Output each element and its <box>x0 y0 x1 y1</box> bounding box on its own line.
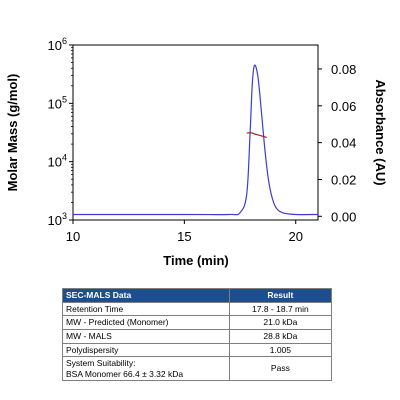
column-header-result: Result <box>228 288 333 303</box>
x-tick-label: 20 <box>288 229 302 244</box>
row-value: 1.005 <box>228 342 333 358</box>
x-tick-label: 10 <box>66 229 80 244</box>
left-axis-title: Molar Mass (g/mol) <box>5 74 20 192</box>
absorbance-series-line <box>73 64 319 216</box>
plot-frame <box>72 44 319 221</box>
table-row: Polydispersity 1.005 <box>62 342 333 358</box>
row-label-line1: System Suitability: <box>66 358 136 369</box>
right-tick-label: 0.00 <box>331 209 356 224</box>
row-value: 17.8 - 18.7 min <box>228 301 333 317</box>
row-value: 28.8 kDa <box>228 328 333 344</box>
left-tick-label: 106 <box>48 36 67 53</box>
x-tick-label: 15 <box>177 229 191 244</box>
row-label: MW - MALS <box>62 328 230 344</box>
right-tick-label: 0.02 <box>331 172 356 187</box>
right-tick-label: 0.08 <box>331 62 356 77</box>
table-row: System Suitability: BSA Monomer 66.4 ± 3… <box>62 356 333 382</box>
right-tick-label: 0.04 <box>331 136 356 151</box>
table-header-row: SEC-MALS Data Result <box>62 288 333 303</box>
row-label: System Suitability: BSA Monomer 66.4 ± 3… <box>62 356 230 382</box>
sec-mals-chart: 10 15 20 103 104 105 106 0.00 0.02 0.04 0.06 0.08 M… <box>5 36 388 268</box>
left-tick-label: 105 <box>48 94 67 111</box>
row-label: Polydispersity <box>62 342 230 358</box>
x-axis-title: Time (min) <box>163 253 229 268</box>
column-header-data: SEC-MALS Data <box>62 288 230 303</box>
molar-mass-series-line <box>246 132 267 139</box>
table-row: Retention Time 17.8 - 18.7 min <box>62 301 333 317</box>
row-value: 21.0 kDa <box>228 315 333 330</box>
table-row: MW - MALS 28.8 kDa <box>62 328 333 344</box>
row-label: Retention Time <box>62 301 230 317</box>
row-label: MW - Predicted (Monomer) <box>62 315 230 330</box>
left-tick-label: 104 <box>48 153 67 170</box>
right-axis-title: Absorbance (AU) <box>373 79 388 185</box>
row-value: Pass <box>228 356 333 382</box>
results-table-container: SEC-MALS Data Result Retention Time 17.8… <box>62 288 333 382</box>
table-row: MW - Predicted (Monomer) 21.0 kDa <box>62 315 333 330</box>
sec-mals-results-table: SEC-MALS Data Result Retention Time 17.8… <box>62 288 333 382</box>
left-tick-label: 103 <box>48 211 67 228</box>
row-label-line2: BSA Monomer 66.4 ± 3.32 kDa <box>66 368 184 379</box>
right-tick-label: 0.06 <box>331 99 356 114</box>
